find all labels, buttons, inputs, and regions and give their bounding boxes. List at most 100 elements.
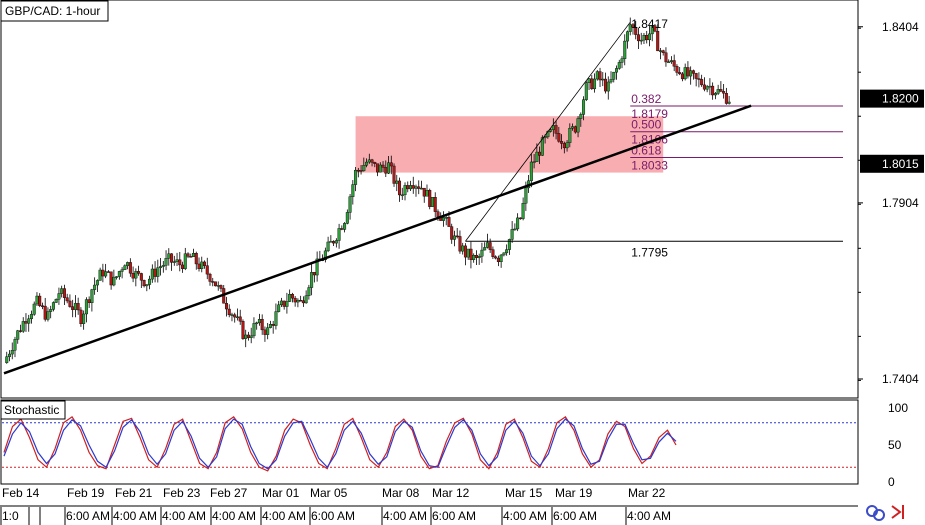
x-time-label: 4:00 AM: [262, 509, 306, 523]
candle: [268, 320, 272, 329]
candle: [513, 223, 517, 231]
x-time-label: 4:00 AM: [162, 509, 206, 523]
candle: [628, 17, 632, 36]
x-date-label: Mar 01: [262, 486, 300, 500]
fib-price-label: 1.8417: [631, 17, 668, 31]
candle: [606, 76, 610, 100]
fib-ratio-label: 0.382: [631, 92, 661, 106]
x-time-label: 1:0: [2, 509, 19, 523]
candle: [164, 250, 168, 271]
candle: [398, 177, 402, 202]
candle: [609, 71, 613, 84]
candle: [568, 123, 572, 148]
candle: [480, 242, 484, 263]
candle: [653, 24, 657, 33]
x-time-label: 6:00 AM: [66, 509, 110, 523]
x-date-label: Feb 27: [210, 486, 248, 500]
x-time-label: 6:00 AM: [311, 509, 355, 523]
fib-price-label: 1.8106: [631, 133, 668, 147]
candle: [403, 182, 407, 201]
candle: [595, 70, 599, 81]
candle: [452, 230, 456, 247]
candle: [620, 56, 624, 69]
candle: [186, 252, 190, 259]
candle: [252, 317, 256, 339]
candle: [170, 253, 174, 271]
candle: [219, 284, 223, 293]
scroll-to-end-icon[interactable]: [891, 505, 904, 519]
candle: [29, 310, 33, 324]
candle: [337, 223, 341, 249]
candle: [315, 251, 319, 282]
candle: [477, 253, 481, 265]
x-time-label: 4:00 AM: [113, 509, 157, 523]
candle: [21, 317, 25, 333]
candle: [711, 82, 715, 100]
candle: [54, 298, 58, 303]
x-date-label: Feb 14: [2, 486, 40, 500]
candle: [494, 255, 498, 260]
candle: [458, 230, 462, 254]
candle: [65, 293, 69, 304]
x-time-label: 4:00 AM: [383, 509, 427, 523]
candle: [691, 69, 695, 80]
candle: [208, 272, 212, 286]
candle: [224, 296, 228, 317]
candle: [128, 258, 132, 277]
candle: [227, 304, 231, 318]
candle: [104, 263, 108, 279]
candle: [10, 342, 14, 360]
candle: [441, 211, 445, 227]
candle: [49, 305, 53, 319]
candle: [560, 134, 564, 150]
fib-price-label: 1.7795: [631, 245, 668, 259]
candle: [598, 67, 602, 88]
candle: [656, 24, 660, 52]
y-tick-label: 1.8404: [882, 20, 919, 34]
candle: [661, 49, 665, 56]
candle: [582, 96, 586, 121]
svg-text:1.8015: 1.8015: [882, 157, 919, 171]
fib-price-label: 1.8033: [631, 158, 668, 172]
candle: [354, 167, 358, 192]
link-icon[interactable]: [866, 505, 885, 521]
candle: [565, 139, 569, 152]
candle: [516, 213, 520, 232]
candle: [159, 257, 163, 276]
candle: [675, 64, 679, 76]
candle: [260, 314, 264, 335]
candle: [623, 34, 627, 66]
candle: [529, 154, 533, 188]
support-zone: [355, 116, 664, 173]
candle: [348, 193, 352, 220]
trendline[interactable]: [3, 104, 752, 375]
x-date-label: Mar 22: [628, 486, 666, 500]
candle: [381, 161, 385, 173]
candle: [255, 321, 259, 330]
fib-swing-line[interactable]: [465, 21, 631, 242]
candle: [142, 279, 146, 288]
candle: [617, 59, 621, 70]
candle: [634, 21, 638, 40]
candle: [274, 303, 278, 330]
candle: [433, 192, 437, 218]
candle: [722, 83, 726, 99]
candle: [203, 260, 207, 269]
x-axis: Feb 14 Feb 19 Feb 21 Feb 23 Feb 27 Mar 01 Mar …: [0, 486, 858, 525]
candle: [304, 290, 308, 304]
candle: [370, 158, 374, 167]
candle: [631, 22, 635, 35]
candle: [705, 84, 709, 93]
candle: [554, 120, 558, 140]
candle: [510, 221, 514, 243]
current-price-label: 1.8200: [860, 89, 924, 108]
candle: [678, 66, 682, 76]
candle: [82, 310, 86, 330]
candle: [57, 287, 61, 305]
candle: [593, 73, 597, 93]
candle: [112, 269, 116, 287]
candle: [727, 95, 731, 105]
candle: [285, 292, 289, 314]
candle: [145, 284, 149, 292]
candle: [713, 92, 717, 100]
